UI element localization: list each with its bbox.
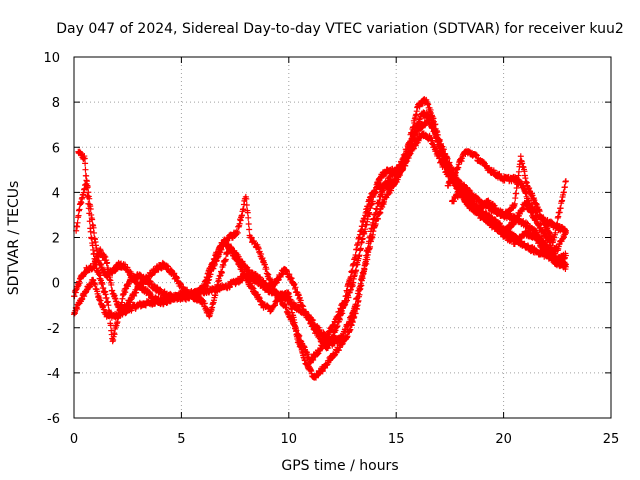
- data-point: [106, 313, 113, 320]
- data-point: [82, 160, 89, 167]
- x-tick-label: 20: [495, 432, 512, 447]
- x-axis-label: GPS time / hours: [281, 458, 398, 474]
- data-point: [87, 228, 94, 235]
- x-tick-label: 15: [388, 432, 405, 447]
- data-point: [111, 331, 118, 338]
- y-tick-label: -2: [47, 322, 60, 337]
- data-point: [374, 206, 381, 213]
- x-tick-label: 25: [603, 432, 620, 447]
- data-point: [201, 300, 208, 307]
- grid: [74, 57, 611, 418]
- data-point: [335, 347, 342, 354]
- y-tick-label: 0: [52, 277, 60, 292]
- data-point: [213, 287, 220, 294]
- data-point: [105, 302, 112, 309]
- chart-title: Day 047 of 2024, Sidereal Day-to-day VTE…: [56, 21, 624, 37]
- data-point: [222, 256, 229, 263]
- y-axis-label: SDTVAR / TECUs: [6, 181, 22, 296]
- data-point: [367, 234, 374, 241]
- data-point: [356, 291, 363, 298]
- x-tick-label: 0: [70, 432, 78, 447]
- x-tick-label: 10: [281, 432, 298, 447]
- x-tick-label: 5: [177, 432, 185, 447]
- y-tick-label: 10: [43, 51, 60, 66]
- y-tick-label: 2: [52, 232, 60, 247]
- y-tick-label: 8: [52, 96, 60, 111]
- data-point: [107, 322, 114, 329]
- y-tick-label: 4: [52, 186, 60, 201]
- data-point: [214, 283, 221, 290]
- data-point: [347, 326, 354, 333]
- data-point: [218, 269, 225, 276]
- data-point: [82, 166, 89, 173]
- y-tick-label: -6: [47, 412, 60, 427]
- y-tick-label: 6: [52, 141, 60, 156]
- data-point: [349, 319, 356, 326]
- y-tick-label: -4: [47, 367, 60, 382]
- data-points: [71, 96, 569, 381]
